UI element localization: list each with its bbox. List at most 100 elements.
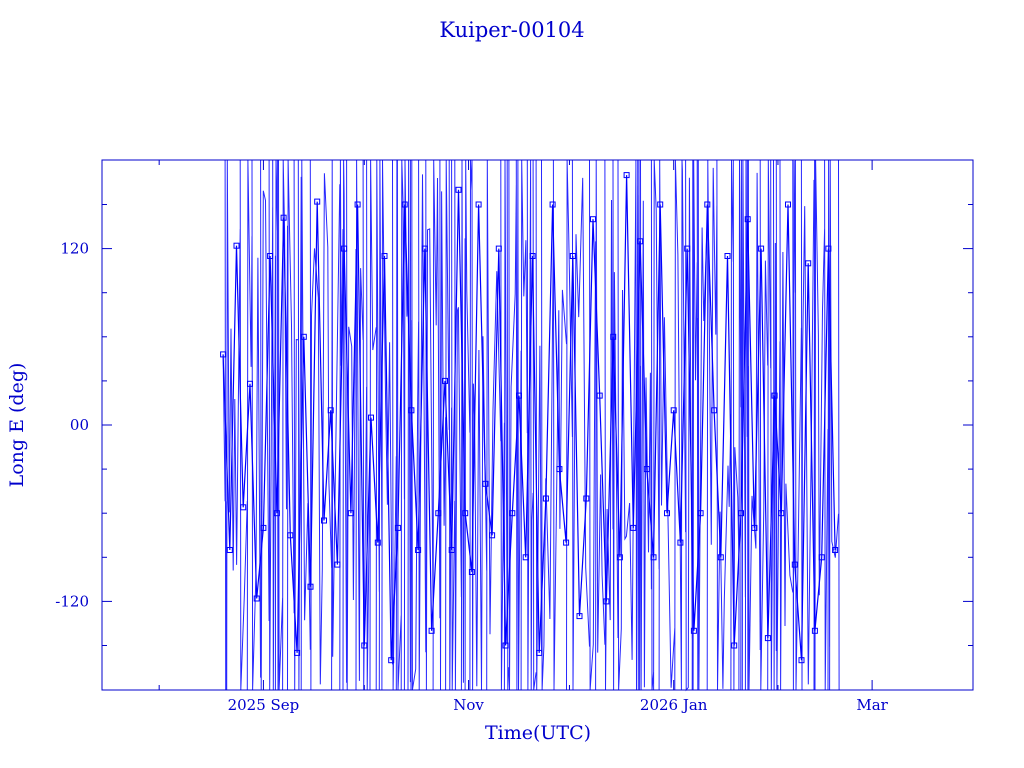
data-point [314, 198, 321, 205]
data-point [260, 524, 267, 531]
data-point [455, 186, 462, 193]
data-point [529, 253, 536, 259]
data-point [603, 598, 610, 605]
data-point [415, 547, 422, 553]
data-point [226, 547, 233, 553]
data-point [610, 333, 617, 340]
data-point [462, 510, 469, 517]
data-point [247, 380, 253, 387]
data-point [334, 561, 341, 568]
data-point [468, 569, 475, 575]
x-tick-label: Nov [453, 696, 484, 714]
data-point [643, 466, 650, 473]
data-point [220, 351, 227, 358]
data-point [664, 510, 670, 517]
data-point [670, 407, 677, 414]
data-point [818, 554, 825, 561]
y-tick-label: 120 [60, 240, 89, 258]
data-point [764, 635, 771, 642]
data-point [253, 595, 260, 602]
data-point [273, 510, 280, 517]
data-point [300, 333, 307, 340]
data-point [563, 539, 570, 546]
data-point [341, 245, 348, 252]
data-point [569, 253, 576, 259]
data-point [388, 657, 395, 664]
data-point [354, 201, 361, 208]
data-point [495, 245, 502, 252]
data-point [502, 642, 509, 649]
data-point [347, 510, 354, 517]
x-tick-label: 2025 Sep [228, 696, 300, 714]
data-point [321, 517, 327, 524]
series-line [222, 175, 836, 661]
data-point [744, 216, 751, 223]
y-tick-label: 00 [70, 416, 89, 434]
data-point [771, 392, 778, 399]
data-point [690, 627, 697, 634]
data-point [637, 238, 644, 245]
chart-title: Kuiper-00104 [439, 18, 584, 42]
data-point [684, 245, 691, 252]
data-point [704, 201, 711, 208]
data-point [401, 201, 408, 208]
data-point [287, 532, 294, 539]
data-point [542, 495, 549, 502]
data-point [435, 510, 442, 517]
data-point [307, 583, 314, 590]
data-point [536, 649, 543, 656]
data-point [731, 642, 738, 649]
data-point [294, 649, 301, 656]
data-point [374, 539, 381, 546]
data-point [509, 510, 516, 517]
data-point [489, 532, 496, 539]
data-point [785, 201, 791, 208]
data-point [394, 524, 401, 531]
data-point [623, 172, 630, 179]
x-tick-label: 2026 Jan [640, 696, 708, 714]
data-point [556, 466, 563, 473]
data-point [596, 392, 603, 399]
data-point [758, 245, 765, 252]
data-point [368, 414, 374, 421]
data-point [630, 524, 637, 531]
data-point [677, 539, 684, 546]
data-point [233, 242, 240, 249]
x-axis-label: Time(UTC) [485, 722, 591, 744]
data-point [267, 253, 274, 259]
data-point [428, 627, 435, 634]
data-point [711, 407, 718, 414]
y-tick-label: -120 [55, 592, 89, 610]
data-point [421, 245, 428, 252]
data-point [442, 377, 448, 384]
data-point [832, 547, 839, 553]
data-point [751, 524, 758, 531]
data-point [778, 510, 785, 517]
data-point [280, 214, 287, 221]
data-point [738, 510, 744, 517]
data-point [825, 245, 832, 252]
data-point [448, 547, 455, 553]
data-point [549, 201, 556, 208]
data-point [805, 260, 812, 267]
data-point [650, 554, 657, 561]
data-point [717, 554, 724, 561]
x-tick-label: Mar [856, 696, 888, 714]
data-point [798, 657, 805, 664]
data-point [475, 201, 482, 208]
data-point [811, 627, 818, 634]
data-point [576, 613, 583, 620]
axis-ticks: 2025 Sep Nov 2026 Jan Mar 120 00 -120 [55, 160, 973, 714]
y-axis-label: Long E (deg) [6, 363, 28, 488]
data-point [791, 561, 798, 568]
plot-area [220, 159, 840, 692]
data-point [616, 554, 623, 561]
data-point [590, 216, 596, 223]
data-point [697, 510, 704, 517]
data-point [522, 554, 529, 561]
data-point [583, 495, 590, 502]
data-point [516, 392, 522, 399]
data-point [381, 253, 388, 259]
data-point [657, 201, 664, 208]
